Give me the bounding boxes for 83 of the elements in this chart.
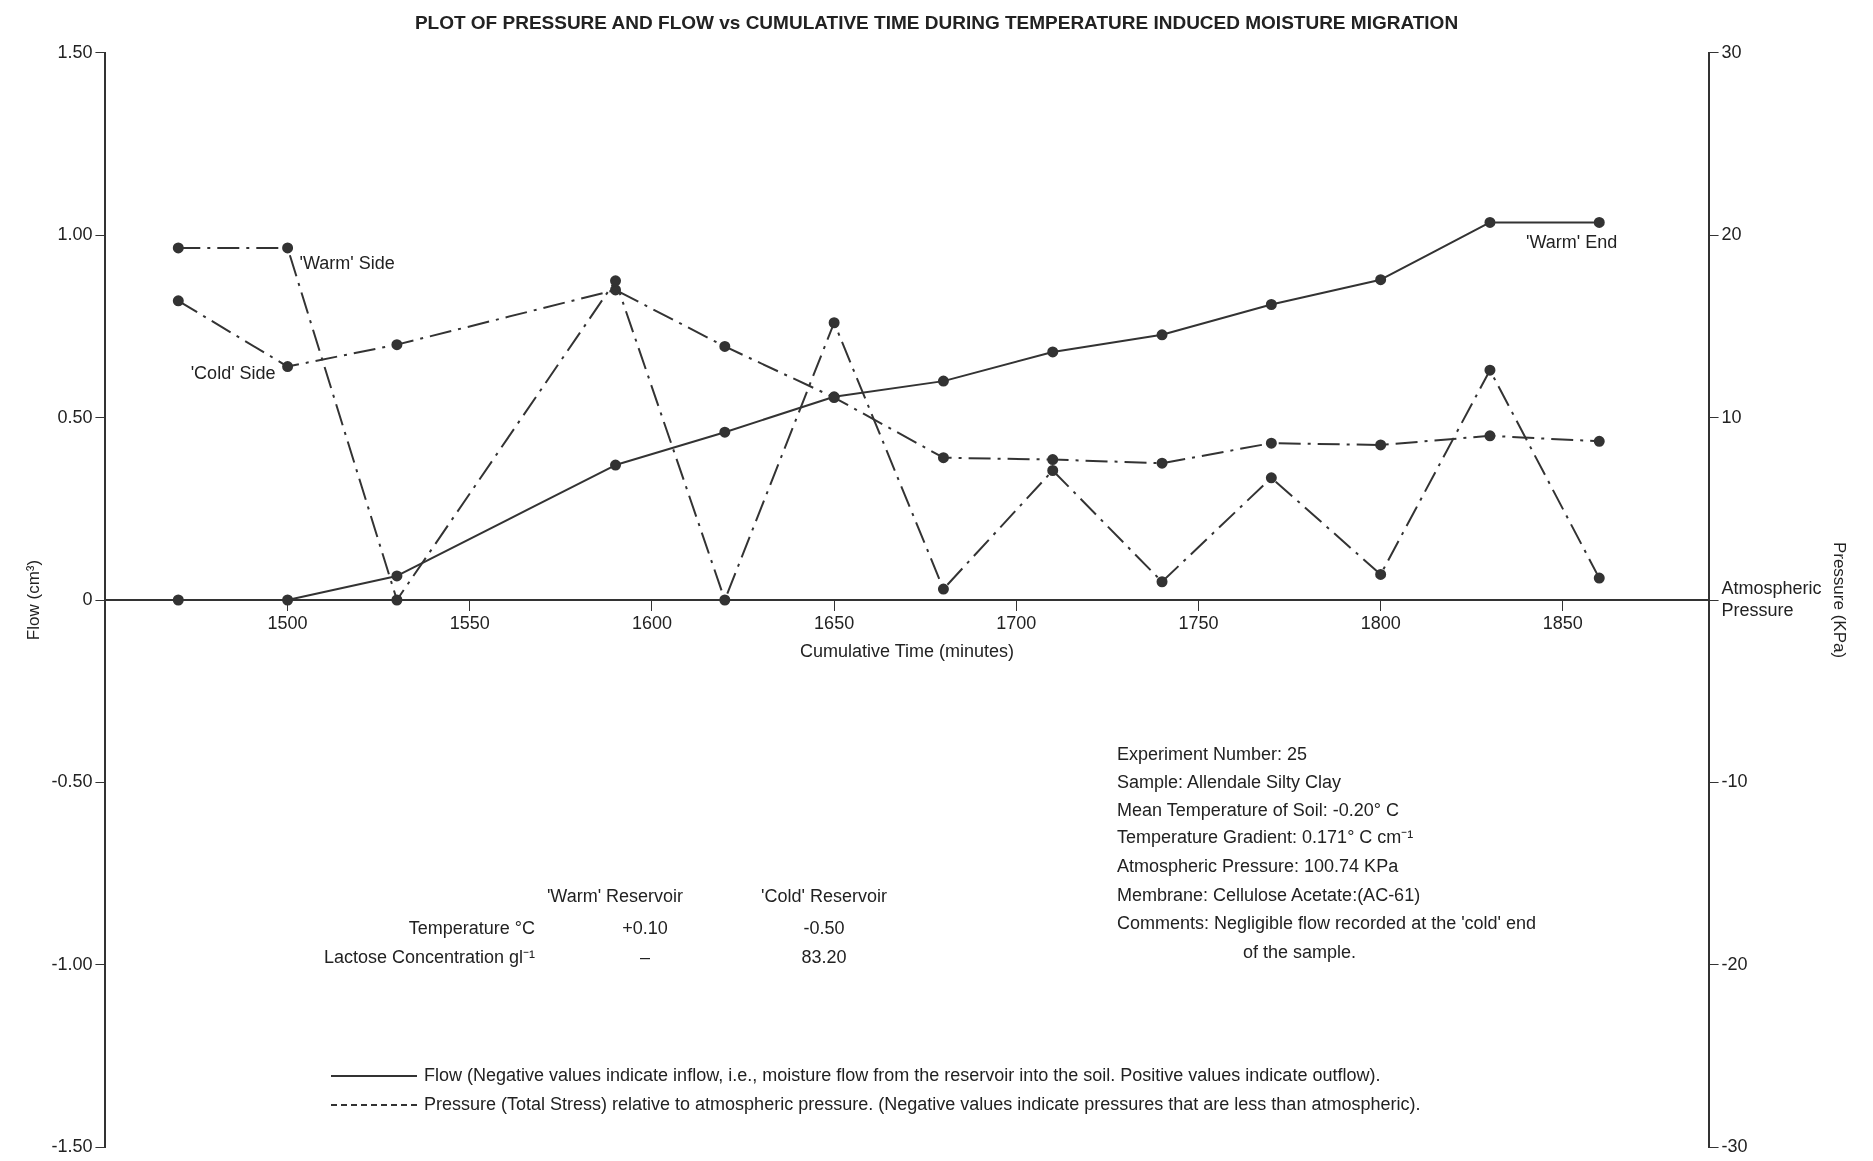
y2-tick-label: -20 — [1721, 953, 1748, 974]
point — [1047, 465, 1059, 476]
y-tick-label: 1.50 — [57, 41, 93, 62]
point — [1265, 472, 1277, 484]
point — [282, 594, 294, 606]
point — [610, 459, 622, 471]
annotation: Temperature °C — [408, 918, 535, 938]
point — [391, 570, 403, 582]
point — [282, 242, 294, 254]
y-axis-title: Flow (cm³) — [23, 559, 43, 641]
annotation: -0.50 — [803, 918, 845, 938]
point — [1156, 576, 1168, 588]
point — [719, 340, 731, 352]
y-tick-label: -1.50 — [51, 1136, 93, 1157]
point — [828, 317, 840, 329]
x-tick-label: 1700 — [996, 612, 1037, 633]
y-tick-label: 1.00 — [57, 224, 93, 245]
point — [172, 242, 184, 254]
x-tick-label: 1800 — [1360, 612, 1401, 633]
x-tick-label: 1750 — [1178, 612, 1219, 633]
point — [610, 275, 622, 287]
point — [1265, 437, 1277, 449]
y-tick-label: 0 — [82, 588, 93, 609]
x-axis-title: Cumulative Time (minutes) — [799, 641, 1015, 662]
point — [937, 583, 949, 595]
y-tick-label: -1.00 — [51, 953, 93, 974]
point — [1047, 346, 1059, 358]
y2-tick-label: 30 — [1721, 41, 1742, 62]
x-tick-label: 1850 — [1542, 612, 1583, 633]
annotation: Pressure (Total Stress) relative to atmospheric pressure. (Negative values indicate pressures that are less than atmospheric). — [424, 1094, 1421, 1114]
point — [1593, 435, 1605, 447]
series-label: 'Warm' Side — [299, 252, 395, 273]
point — [1484, 216, 1496, 228]
annotation: Comments: Negligible flow recorded at the 'cold' end — [1117, 913, 1537, 933]
point — [1593, 216, 1605, 228]
point — [719, 594, 731, 606]
annotation: +0.10 — [622, 918, 668, 938]
y2-tick-label: -10 — [1721, 771, 1748, 792]
annotation: of the sample. — [1243, 942, 1357, 962]
point — [1375, 439, 1387, 451]
annotation: 'Warm' Reservoir — [546, 886, 684, 906]
annotation: 'Warm' End — [1526, 232, 1618, 253]
point — [1156, 457, 1168, 469]
annotation: Membrane: Cellulose Acetate:(AC-61) — [1117, 885, 1421, 905]
annotation: 'Cold' Reservoir — [761, 886, 887, 906]
point — [282, 361, 294, 373]
y-tick-label: 0.50 — [57, 406, 93, 427]
x-tick-label: 1500 — [267, 612, 308, 633]
y2-tick-label: 20 — [1721, 224, 1742, 245]
y2-tick-label: -30 — [1721, 1136, 1748, 1157]
y-tick-label: -0.50 — [51, 771, 93, 792]
point — [1375, 274, 1387, 286]
point — [1484, 364, 1496, 376]
point — [1265, 299, 1277, 311]
point — [937, 375, 949, 387]
annotation: Lactose Concentration gl⁻¹ — [323, 947, 535, 967]
point — [1047, 454, 1059, 466]
point — [172, 295, 184, 307]
y2-axis-title: Pressure (KPa) — [1830, 541, 1850, 659]
point — [1156, 329, 1168, 341]
point — [1484, 430, 1496, 442]
annotation: – — [639, 947, 651, 967]
x-tick-label: 1650 — [814, 612, 855, 633]
point — [1375, 568, 1387, 580]
y2-tick-label: 10 — [1721, 406, 1742, 427]
x-tick-label: 1600 — [631, 612, 672, 633]
annotation: Temperature Gradient: 0.171° C cm⁻¹ — [1117, 827, 1414, 847]
annotation: 83.20 — [801, 947, 847, 967]
chart-title: PLOT OF PRESSURE AND FLOW vs CUMULATIVE TIME DURING TEMPERATURE INDUCED MOISTURE MIGRATION — [414, 11, 1459, 33]
series-label: 'Cold' Side — [190, 363, 276, 384]
annotation: Sample: Allendale Silty Clay — [1117, 772, 1342, 792]
annotation: Experiment Number: 25 — [1117, 744, 1308, 764]
point — [172, 594, 184, 606]
annotation: Atmospheric Pressure: 100.74 KPa — [1117, 856, 1399, 876]
legend-label: Flow (Negative values indicate inflow, i.e., moisture flow from the reservoir into the soil. Positive values indicate outflow). — [424, 1065, 1381, 1085]
point — [719, 426, 731, 438]
point — [391, 594, 403, 606]
annotation: Mean Temperature of Soil: -0.20° C — [1117, 800, 1400, 820]
point — [937, 452, 949, 464]
y2-tick-label: Atmospheric Pressure — [1721, 578, 1822, 620]
point — [1593, 572, 1605, 584]
point — [391, 339, 403, 351]
x-tick-label: 1550 — [449, 612, 490, 633]
